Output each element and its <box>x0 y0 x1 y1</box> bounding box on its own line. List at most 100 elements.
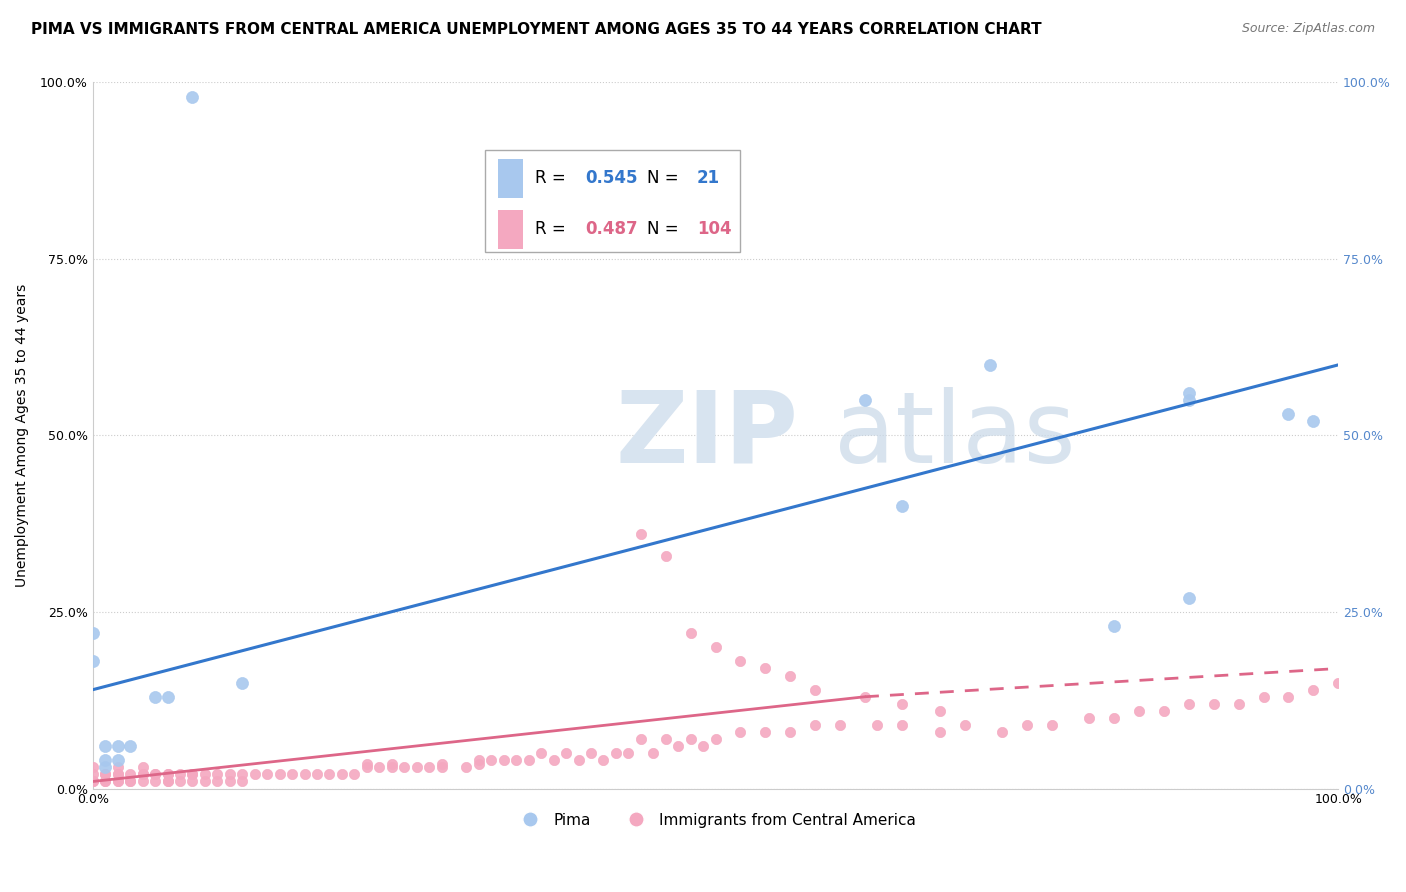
Point <box>94 760 117 774</box>
Point <box>207 774 229 789</box>
Point <box>120 767 142 781</box>
Point <box>853 393 876 408</box>
Point <box>343 767 366 781</box>
Point <box>143 767 166 781</box>
Point <box>1277 407 1299 421</box>
Point <box>1040 718 1063 732</box>
Point <box>1102 711 1125 725</box>
Point <box>381 756 404 771</box>
Point <box>107 753 129 767</box>
Point <box>804 718 827 732</box>
Point <box>605 746 627 760</box>
Point <box>704 640 727 655</box>
Point <box>281 767 304 781</box>
Text: 21: 21 <box>697 169 720 187</box>
FancyBboxPatch shape <box>498 210 523 249</box>
Point <box>120 774 142 789</box>
Point <box>181 89 204 103</box>
Point <box>654 732 676 747</box>
Point <box>169 767 191 781</box>
Point <box>94 767 117 781</box>
Point <box>1327 675 1350 690</box>
Point <box>891 697 914 711</box>
Point <box>517 753 540 767</box>
Point <box>107 774 129 789</box>
Point <box>94 753 117 767</box>
Point <box>530 746 553 760</box>
Point <box>979 358 1001 372</box>
Point <box>107 760 129 774</box>
Point <box>891 718 914 732</box>
Point <box>666 739 689 754</box>
Point <box>430 760 453 774</box>
Point <box>1102 619 1125 633</box>
Point <box>928 704 950 718</box>
Point <box>643 746 665 760</box>
Point <box>181 767 204 781</box>
Point <box>692 739 714 754</box>
Point <box>156 767 179 781</box>
Point <box>82 655 104 669</box>
Point <box>1253 690 1275 704</box>
Point <box>143 767 166 781</box>
Point <box>430 756 453 771</box>
Point <box>468 753 491 767</box>
Point <box>853 690 876 704</box>
Point <box>94 739 117 754</box>
Point <box>82 767 104 781</box>
Point <box>143 690 166 704</box>
Point <box>1015 718 1038 732</box>
Text: 104: 104 <box>697 220 731 238</box>
Point <box>156 774 179 789</box>
Point <box>779 668 801 682</box>
Point <box>654 549 676 563</box>
Point <box>1178 393 1201 408</box>
Point <box>356 756 378 771</box>
Point <box>704 732 727 747</box>
Point <box>243 767 266 781</box>
Point <box>143 774 166 789</box>
Text: 0.545: 0.545 <box>585 169 637 187</box>
Point <box>94 767 117 781</box>
Point <box>381 760 404 774</box>
Point <box>1302 682 1324 697</box>
Point <box>107 767 129 781</box>
Point <box>131 760 153 774</box>
Text: atlas: atlas <box>834 387 1076 484</box>
Text: 0.487: 0.487 <box>585 220 637 238</box>
Point <box>131 767 153 781</box>
Y-axis label: Unemployment Among Ages 35 to 44 years: Unemployment Among Ages 35 to 44 years <box>15 284 30 587</box>
Point <box>405 760 427 774</box>
Point <box>207 767 229 781</box>
Point <box>392 760 415 774</box>
Point <box>231 675 253 690</box>
Text: Source: ZipAtlas.com: Source: ZipAtlas.com <box>1241 22 1375 36</box>
Point <box>1178 591 1201 605</box>
Point <box>492 753 515 767</box>
Point <box>218 767 240 781</box>
FancyBboxPatch shape <box>498 159 523 198</box>
Point <box>579 746 602 760</box>
Text: ZIP: ZIP <box>616 387 799 484</box>
Point <box>368 760 391 774</box>
Point <box>543 753 565 767</box>
Legend: Pima, Immigrants from Central America: Pima, Immigrants from Central America <box>509 806 922 834</box>
Point <box>1153 704 1175 718</box>
Point <box>1202 697 1225 711</box>
Point <box>169 774 191 789</box>
Point <box>194 767 217 781</box>
Point <box>928 725 950 739</box>
Point <box>1277 690 1299 704</box>
Point <box>82 774 104 789</box>
Point <box>131 767 153 781</box>
Point <box>1078 711 1101 725</box>
Point <box>82 626 104 640</box>
Point <box>1227 697 1250 711</box>
Point <box>305 767 328 781</box>
Point <box>94 774 117 789</box>
Point <box>730 655 752 669</box>
Point <box>730 725 752 739</box>
Point <box>231 774 253 789</box>
Point <box>120 739 142 754</box>
Point <box>120 774 142 789</box>
